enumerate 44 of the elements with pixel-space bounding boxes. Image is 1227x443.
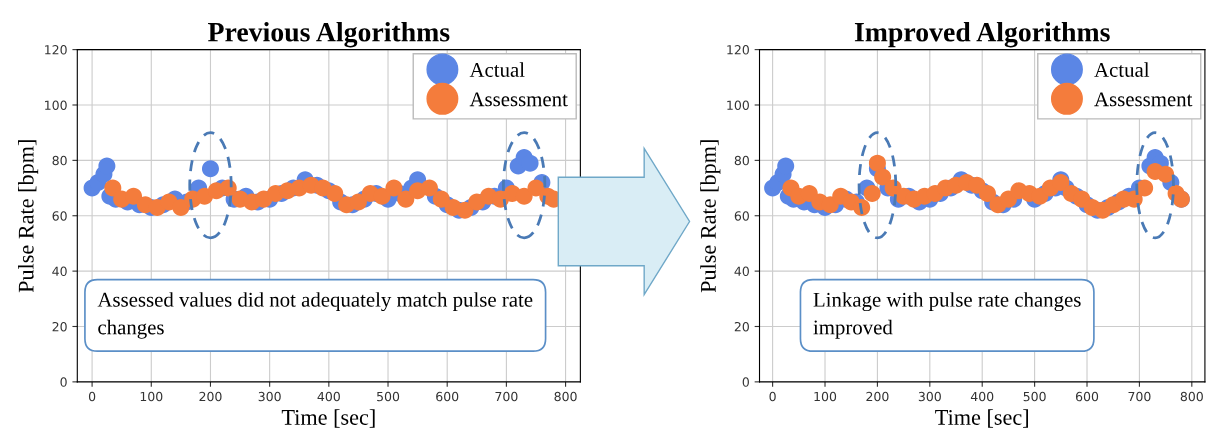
y-axis-title: Pulse Rate [bpm] bbox=[18, 140, 39, 293]
x-tick-label: 700 bbox=[1128, 391, 1151, 402]
y-tick-label: 80 bbox=[52, 155, 67, 166]
x-tick-label: 0 bbox=[769, 391, 776, 402]
x-tick-label: 700 bbox=[495, 391, 518, 402]
x-tick-label: 500 bbox=[1023, 391, 1046, 402]
x-tick-label: 200 bbox=[199, 391, 222, 402]
y-axis-title: Pulse Rate [bpm] bbox=[700, 140, 721, 293]
annotation: Linkage with pulse rate changes improved bbox=[813, 292, 1081, 339]
y-tick-label: 40 bbox=[734, 266, 749, 277]
legend-label: Actual bbox=[469, 62, 525, 77]
x-tick-label: 600 bbox=[436, 391, 459, 402]
x-tick-label: 100 bbox=[140, 391, 163, 402]
legend-label: Assessment bbox=[1094, 92, 1193, 107]
x-tick-label: 800 bbox=[1180, 391, 1203, 402]
y-tick-label: 40 bbox=[52, 266, 67, 277]
y-tick-label: 80 bbox=[734, 155, 749, 166]
y-tick-label: 60 bbox=[734, 211, 749, 221]
chart-title: Improved Algorithms bbox=[854, 22, 1110, 48]
x-axis-title: Time [sec] bbox=[281, 409, 375, 428]
annotation: Assessed values did not adequately match pulse rate changes bbox=[97, 292, 533, 339]
x-tick-label: 300 bbox=[918, 391, 941, 402]
legend-label: Assessment bbox=[469, 92, 568, 107]
y-tick-label: 100 bbox=[727, 100, 749, 110]
y-tick-label: 120 bbox=[727, 45, 749, 55]
x-tick-label: 500 bbox=[377, 391, 400, 402]
y-tick-label: 0 bbox=[742, 377, 749, 387]
x-tick-label: 600 bbox=[1075, 391, 1099, 402]
x-tick-label: 100 bbox=[814, 391, 837, 402]
x-tick-label: 400 bbox=[970, 391, 994, 402]
x-axis-title: Time [sec] bbox=[935, 409, 1028, 428]
y-tick-label: 100 bbox=[45, 100, 67, 110]
x-tick-label: 0 bbox=[88, 391, 96, 402]
y-tick-label: 0 bbox=[60, 377, 67, 387]
chart-title: Previous Algorithms bbox=[208, 22, 450, 48]
x-tick-label: 200 bbox=[866, 391, 889, 402]
y-tick-label: 20 bbox=[734, 321, 749, 332]
x-tick-label: 800 bbox=[554, 391, 577, 402]
y-tick-label: 120 bbox=[45, 45, 67, 55]
legend-label: Actual bbox=[1094, 62, 1150, 77]
x-tick-label: 300 bbox=[258, 391, 281, 402]
y-tick-label: 20 bbox=[52, 321, 67, 332]
y-tick-label: 60 bbox=[52, 211, 67, 221]
x-tick-label: 400 bbox=[317, 391, 340, 402]
